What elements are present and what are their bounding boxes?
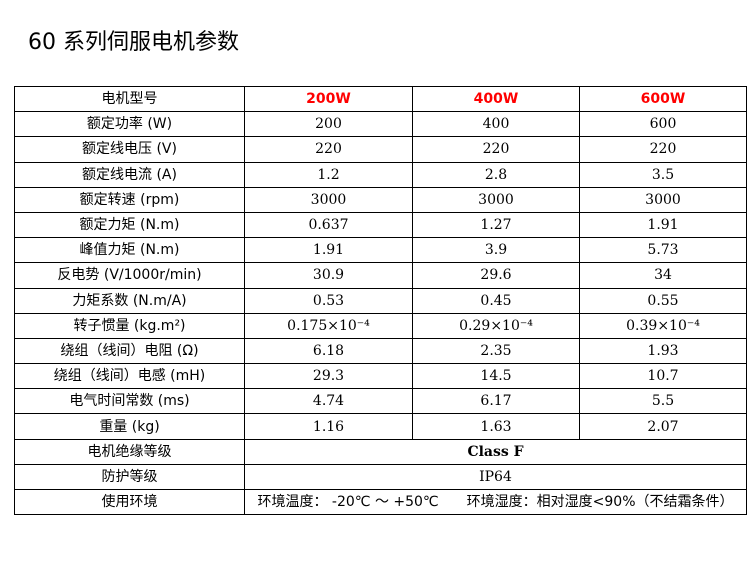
cell-value: 0.29×10⁻⁴ [412, 312, 580, 339]
table-row: 额定转速 (rpm) 3000 3000 3000 [14, 186, 747, 213]
row-label: 额定转速 (rpm) [14, 186, 245, 213]
table-row: 反电势 (V/1000r/min) 30.9 29.6 34 [14, 262, 747, 289]
cell-value: 2.8 [412, 161, 580, 188]
row-label: 额定线电压 (V) [14, 136, 245, 163]
cell-value: 1.27 [412, 211, 580, 239]
cell-value: 0.53 [244, 287, 413, 314]
protection-label: 防护等级 [14, 463, 245, 491]
table-row: 峰值力矩 (N.m) 1.91 3.9 5.73 [14, 237, 747, 264]
cell-value: 0.55 [579, 287, 747, 314]
cell-value: 29.3 [244, 363, 413, 390]
cell-value: 0.175×10⁻⁴ [244, 312, 413, 339]
cell-value: 30.9 [244, 262, 413, 289]
cell-value: 1.93 [579, 337, 747, 365]
row-label: 重量 (kg) [14, 413, 245, 440]
table-row: 额定功率 (W) 200 400 600 [14, 111, 747, 138]
row-label: 反电势 (V/1000r/min) [14, 262, 245, 289]
cell-value: 2.07 [579, 413, 747, 440]
cell-value: 600 [579, 111, 747, 138]
cell-value: 1.91 [244, 237, 413, 264]
cell-value: 34 [579, 262, 747, 289]
cell-value: 2.35 [412, 337, 580, 365]
row-label: 电气时间常数 (ms) [14, 388, 245, 415]
table-row: 额定力矩 (N.m) 0.637 1.27 1.91 [14, 211, 747, 239]
row-label: 绕组（线间）电阻 (Ω) [14, 337, 245, 365]
cell-value: 1.2 [244, 161, 413, 188]
cell-value: 4.74 [244, 388, 413, 415]
cell-value: 0.637 [244, 211, 413, 239]
cell-value: 200 [244, 111, 413, 138]
environment-temperature: 环境温度： -20℃ ～ +50℃ [257, 494, 439, 511]
row-label: 转子惯量 (kg.m²) [14, 312, 245, 339]
table-row: 额定线电压 (V) 220 220 220 [14, 136, 747, 163]
table-row: 绕组（线间）电感 (mH) 29.3 14.5 10.7 [14, 363, 747, 390]
cell-value: 220 [579, 136, 747, 163]
cell-value: 3.5 [579, 161, 747, 188]
insulation-row: 电机绝缘等级 Class F [14, 438, 747, 465]
row-label: 峰值力矩 (N.m) [14, 237, 245, 264]
table-row: 重量 (kg) 1.16 1.63 2.07 [14, 413, 747, 440]
cell-value: 5.73 [579, 237, 747, 264]
cell-value: 29.6 [412, 262, 580, 289]
insulation-label: 电机绝缘等级 [14, 438, 245, 465]
cell-value: 6.17 [412, 388, 580, 415]
row-label: 力矩系数 (N.m/A) [14, 287, 245, 314]
cell-value: 14.5 [412, 363, 580, 390]
table-row: 转子惯量 (kg.m²) 0.175×10⁻⁴ 0.29×10⁻⁴ 0.39×1… [14, 312, 747, 339]
servo-motor-spec-table: 电机型号 200W 400W 600W 额定功率 (W) 200 400 600… [14, 85, 747, 516]
protection-value: IP64 [244, 463, 747, 491]
cell-value: 400 [412, 111, 580, 138]
cell-value: 10.7 [579, 363, 747, 390]
cell-value: 3000 [579, 186, 747, 213]
cell-value: 5.5 [579, 388, 747, 415]
table-row: 力矩系数 (N.m/A) 0.53 0.45 0.55 [14, 287, 747, 314]
protection-row: 防护等级 IP64 [14, 463, 747, 491]
row-label: 额定功率 (W) [14, 111, 245, 138]
cell-value: 1.91 [579, 211, 747, 239]
environment-label: 使用环境 [14, 488, 245, 516]
row-label: 绕组（线间）电感 (mH) [14, 363, 245, 390]
table-row: 电气时间常数 (ms) 4.74 6.17 5.5 [14, 388, 747, 415]
environment-humidity: 环境湿度：相对湿度<90%（不结霜条件） [466, 494, 734, 511]
page-title: 60 系列伺服电机参数 [28, 30, 239, 55]
cell-value: 0.45 [412, 287, 580, 314]
model-200w: 200W [244, 85, 413, 113]
table-row: 额定线电流 (A) 1.2 2.8 3.5 [14, 161, 747, 188]
model-400w: 400W [412, 85, 580, 113]
environment-value: 环境温度： -20℃ ～ +50℃ 环境湿度：相对湿度<90%（不结霜条件） [244, 488, 747, 516]
cell-value: 6.18 [244, 337, 413, 365]
cell-value: 1.16 [244, 413, 413, 440]
cell-value: 3000 [412, 186, 580, 213]
cell-value: 220 [412, 136, 580, 163]
cell-value: 3.9 [412, 237, 580, 264]
table-header-row: 电机型号 200W 400W 600W [14, 85, 747, 113]
cell-value: 1.63 [412, 413, 580, 440]
cell-value: 3000 [244, 186, 413, 213]
cell-value: 0.39×10⁻⁴ [579, 312, 747, 339]
row-label: 额定线电流 (A) [14, 161, 245, 188]
model-600w: 600W [579, 85, 747, 113]
row-label: 额定力矩 (N.m) [14, 211, 245, 239]
cell-value: 220 [244, 136, 413, 163]
header-label: 电机型号 [14, 85, 245, 113]
insulation-value: Class F [244, 438, 747, 465]
environment-row: 使用环境 环境温度： -20℃ ～ +50℃ 环境湿度：相对湿度<90%（不结霜条… [14, 488, 747, 516]
table-row: 绕组（线间）电阻 (Ω) 6.18 2.35 1.93 [14, 337, 747, 365]
